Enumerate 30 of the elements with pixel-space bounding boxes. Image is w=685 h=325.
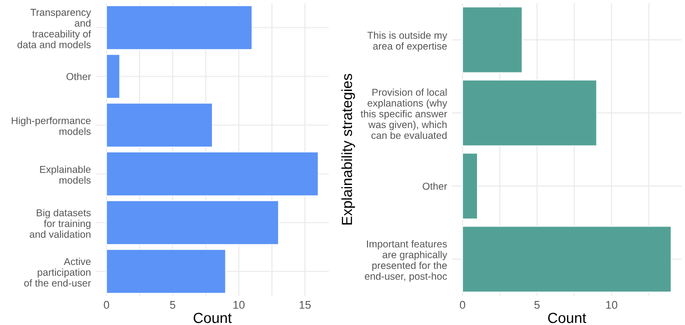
y-tick-label: Important features are graphically presented for the end-user, post-hoc <box>364 240 448 282</box>
y-tick-label: Other <box>422 182 448 190</box>
x-tick-label: 15 <box>300 301 311 309</box>
y-tick-label: High-performance models <box>12 116 91 135</box>
y-axis-title: Explainability strategies <box>341 74 355 224</box>
bar <box>106 54 120 99</box>
x-tick-label: 0 <box>104 300 110 309</box>
y-tick-label: Active participation of the end-user <box>24 258 91 287</box>
bar <box>106 152 319 196</box>
x-tick-label: 0 <box>460 300 466 309</box>
bar <box>106 200 279 245</box>
x-tick-label: 5 <box>534 301 540 309</box>
bar <box>462 6 523 74</box>
y-tick-label: Provision of local explanations (why this specific answer was given), which can be evaluated <box>360 88 448 139</box>
y-tick-label: This is outside my area of expertise <box>367 32 448 52</box>
x-tick-label: 10 <box>606 300 618 309</box>
bar <box>462 226 672 293</box>
y-tick-label: Other <box>66 72 91 80</box>
x-axis-title: Count <box>548 312 586 324</box>
y-tick-label: Explainable models <box>40 166 91 184</box>
bar <box>106 5 252 50</box>
bar <box>106 102 213 148</box>
x-axis-title: Count <box>194 312 232 324</box>
bar <box>462 152 478 220</box>
x-tick-label: 5 <box>170 301 176 309</box>
y-tick-label: Transparency and traceability of data and models <box>18 8 92 48</box>
x-tick-label: 10 <box>233 300 245 309</box>
bar <box>462 80 598 146</box>
y-tick-label: Big datasets for training and validation <box>30 208 91 238</box>
bar <box>106 249 226 294</box>
